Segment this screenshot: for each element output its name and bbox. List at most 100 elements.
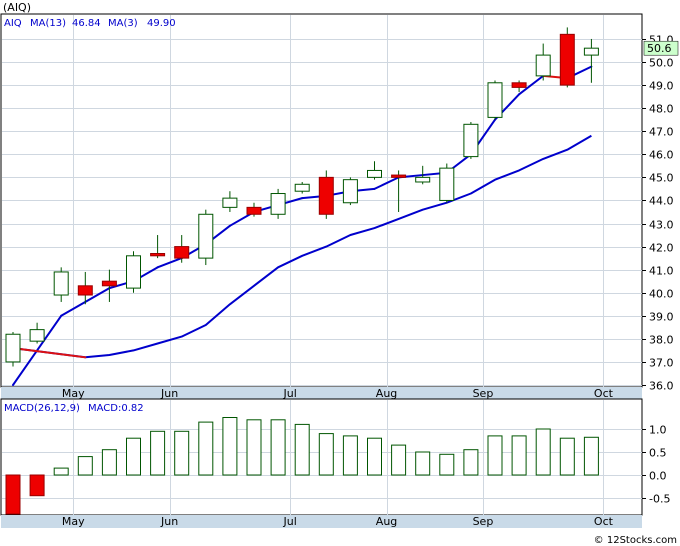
macd-bar-positive: [463, 449, 479, 476]
candle: [222, 191, 238, 212]
candle-body-up: [270, 193, 286, 215]
legend-ma13-value: 46.84: [72, 18, 101, 29]
candle-body-down: [77, 285, 93, 296]
price-tick-label: 45.0: [649, 172, 674, 185]
candle-body-up: [222, 197, 238, 208]
ma13-line: [12, 65, 593, 386]
ma3-line-segment: [518, 74, 545, 96]
month-label: Jun: [160, 515, 178, 528]
macd-tick-label: -0.5: [649, 493, 670, 506]
candle: [150, 235, 166, 259]
price-tick-label: 38.0: [649, 334, 674, 347]
candle-body-up: [5, 333, 21, 363]
month-label: Jul: [283, 515, 297, 528]
price-tick-label: 48.0: [649, 103, 674, 116]
candle: [270, 188, 286, 219]
candle: [77, 271, 93, 305]
chart-title: (AIQ): [3, 1, 31, 14]
ma-decline-segment: [12, 347, 87, 359]
candle-body-down: [318, 176, 334, 215]
month-label: Aug: [376, 387, 397, 400]
price-tick-label: 41.0: [649, 265, 674, 278]
legend-macd-label: MACD(26,12,9): [4, 403, 80, 414]
candle: [463, 122, 479, 159]
candle: [487, 80, 503, 120]
candle-body-up: [198, 213, 214, 259]
price-y-axis: 36.0 37.0 38.0 39.0 40.0 41.0 42.0 43.0 44.0 45.0…: [642, 34, 674, 393]
candles: [5, 27, 599, 367]
month-label: Oct: [594, 515, 614, 528]
candle: [535, 43, 551, 81]
macd-bar-negative: [5, 474, 21, 515]
price-tick-label: 42.0: [649, 242, 674, 255]
month-label: Jun: [160, 387, 178, 400]
ma3-line-segment: [156, 257, 183, 269]
macd-bar-positive: [53, 467, 69, 476]
candle: [5, 331, 21, 367]
macd-tick-label: 0.5: [649, 447, 667, 460]
macd-bar-positive: [511, 435, 527, 476]
legend-ma13-label: MA(13): [30, 18, 66, 29]
candle-body-up: [463, 123, 479, 158]
month-label: Jul: [283, 387, 297, 400]
candle-body-up: [487, 82, 503, 118]
candle-body-up: [53, 271, 69, 296]
credit-text: © 12Stocks.com: [594, 535, 677, 546]
month-label: Sep: [473, 387, 494, 400]
legend-ma3-value: 49.90: [147, 18, 176, 29]
candle: [342, 177, 358, 206]
macd-bar-positive: [318, 433, 334, 476]
macd-month-band: [1, 515, 642, 528]
candle-body-up: [439, 167, 455, 201]
price-tick-label: 36.0: [649, 380, 674, 393]
candle-body-down: [150, 253, 166, 257]
candle: [198, 209, 214, 266]
candle: [294, 181, 310, 194]
candle-body-up: [535, 54, 551, 77]
candle-body-down: [511, 82, 527, 88]
price-tick-label: 39.0: [649, 311, 674, 324]
macd-y-axis: -0.5 0.0 0.5 1.0: [642, 424, 670, 506]
candle-body-up: [342, 179, 358, 204]
candle-body-up: [294, 183, 310, 192]
candle: [367, 161, 382, 180]
macd-bar-positive: [535, 428, 551, 476]
month-label: May: [62, 515, 85, 528]
macd-bar-positive: [222, 417, 238, 476]
macd-bar-positive: [150, 430, 166, 476]
macd-bar-positive: [270, 419, 286, 476]
macd-tick-label: 1.0: [649, 424, 667, 437]
candle-body-up: [415, 176, 431, 183]
candle: [53, 267, 69, 302]
macd-bar-positive: [77, 456, 93, 476]
macd-bar-positive: [246, 419, 262, 476]
price-tick-label: 40.0: [649, 288, 674, 301]
last-price-marker: 50.6: [643, 40, 679, 56]
price-tick-label: 46.0: [649, 149, 674, 162]
macd-tick-label: 0.0: [649, 470, 667, 483]
macd-bar-positive: [174, 430, 190, 476]
ma13-line-path: [12, 134, 592, 359]
candle: [126, 251, 141, 293]
macd-bar-positive: [391, 444, 407, 476]
price-tick-label: 49.0: [649, 80, 674, 93]
month-label: Oct: [594, 387, 614, 400]
macd-bar-positive: [101, 449, 117, 476]
candle-body-down: [101, 280, 117, 287]
candle-body-up: [583, 47, 599, 56]
price-tick-label: 43.0: [649, 219, 674, 232]
candle-body-up: [126, 255, 141, 289]
macd-bar-positive: [487, 435, 503, 476]
month-label: May: [62, 387, 85, 400]
macd-bar-positive: [294, 423, 310, 476]
price-tick-label: 50.0: [649, 57, 674, 70]
month-axis-top: May Jun Jul Aug Sep Oct: [62, 387, 614, 400]
macd-bars: [5, 417, 599, 515]
candle: [101, 269, 117, 302]
candle: [511, 80, 527, 93]
macd-bar-positive: [342, 435, 358, 476]
legend-macd-value: MACD:0.82: [88, 403, 144, 414]
candle: [559, 27, 575, 88]
price-tick-label: 44.0: [649, 195, 674, 208]
